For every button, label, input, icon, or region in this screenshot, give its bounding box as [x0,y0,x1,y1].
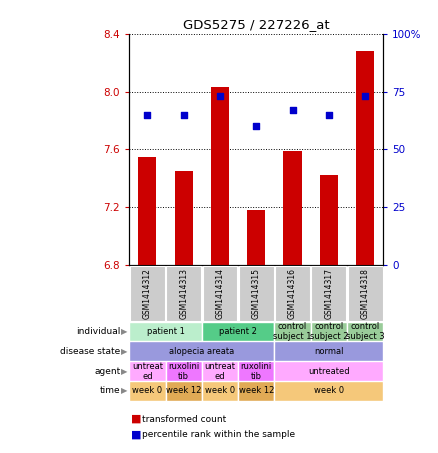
Text: GSM1414318: GSM1414318 [360,268,370,319]
FancyBboxPatch shape [238,381,274,401]
Point [325,111,332,118]
Text: patient 2: patient 2 [219,327,257,336]
FancyBboxPatch shape [129,322,202,342]
Point [180,111,187,118]
Text: GSM1414312: GSM1414312 [143,268,152,319]
Text: ■: ■ [131,414,142,424]
Text: week 12: week 12 [166,386,201,395]
Point [362,93,369,100]
FancyBboxPatch shape [311,265,346,321]
FancyBboxPatch shape [274,361,383,381]
FancyBboxPatch shape [202,381,238,401]
Text: ruxolini
tib: ruxolini tib [240,362,272,381]
FancyBboxPatch shape [129,342,274,361]
FancyBboxPatch shape [274,381,383,401]
FancyBboxPatch shape [166,361,202,381]
Text: patient 1: patient 1 [147,327,184,336]
Text: percentile rank within the sample: percentile rank within the sample [142,430,296,439]
Text: ■: ■ [131,430,142,440]
Text: week 0: week 0 [205,386,235,395]
Title: GDS5275 / 227226_at: GDS5275 / 227226_at [183,19,329,31]
Text: disease state: disease state [60,347,120,356]
Text: GSM1414313: GSM1414313 [179,268,188,319]
FancyBboxPatch shape [238,361,274,381]
FancyBboxPatch shape [202,361,238,381]
FancyBboxPatch shape [239,265,274,321]
FancyBboxPatch shape [129,361,166,381]
FancyBboxPatch shape [202,322,274,342]
Text: week 0: week 0 [132,386,162,395]
Text: week 12: week 12 [239,386,274,395]
Text: control
subject 2: control subject 2 [310,322,348,341]
Text: control
subject 3: control subject 3 [346,322,385,341]
FancyBboxPatch shape [202,265,237,321]
Text: alopecia areata: alopecia areata [169,347,234,356]
FancyBboxPatch shape [166,265,201,321]
FancyBboxPatch shape [274,342,383,361]
Text: untreat
ed: untreat ed [205,362,236,381]
Text: control
subject 1: control subject 1 [273,322,312,341]
Point [253,123,260,130]
Bar [283,151,302,265]
Text: ▶: ▶ [120,386,127,395]
Bar [138,157,156,265]
Point [216,93,223,100]
Text: individual: individual [76,327,120,336]
Text: GSM1414316: GSM1414316 [288,268,297,319]
Text: normal: normal [314,347,343,356]
Bar [320,175,338,265]
Bar [175,171,193,265]
Text: ▶: ▶ [120,327,127,336]
Point [144,111,151,118]
FancyBboxPatch shape [129,381,166,401]
Bar [247,210,265,265]
Text: transformed count: transformed count [142,414,226,424]
FancyBboxPatch shape [275,265,310,321]
FancyBboxPatch shape [274,322,311,342]
FancyBboxPatch shape [311,322,347,342]
Bar [211,87,229,265]
FancyBboxPatch shape [348,265,382,321]
Text: agent: agent [94,366,120,376]
Bar [356,51,374,265]
Text: time: time [100,386,120,395]
Text: GSM1414317: GSM1414317 [324,268,333,319]
Text: ▶: ▶ [120,366,127,376]
FancyBboxPatch shape [347,322,383,342]
Point [289,106,296,114]
Text: ▶: ▶ [120,347,127,356]
FancyBboxPatch shape [166,381,202,401]
FancyBboxPatch shape [130,265,165,321]
Text: untreated: untreated [308,366,350,376]
Text: ruxolini
tib: ruxolini tib [168,362,199,381]
Text: week 0: week 0 [314,386,344,395]
Text: GSM1414314: GSM1414314 [215,268,224,319]
Text: GSM1414315: GSM1414315 [252,268,261,319]
Text: untreat
ed: untreat ed [132,362,163,381]
